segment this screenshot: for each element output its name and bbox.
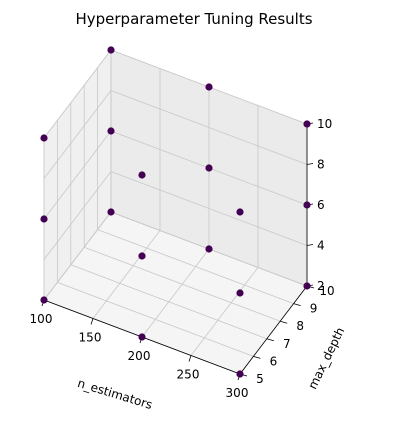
y-axis-label: max_depth <box>305 325 347 391</box>
x-tick-label: 300 <box>226 386 249 400</box>
grid-line-z-left <box>43 49 112 139</box>
grid-line-y-floor <box>97 229 294 304</box>
y-tick-mark <box>253 356 261 359</box>
x-tick-mark <box>90 318 94 325</box>
x-tick-label: 100 <box>30 312 53 326</box>
grid-line-z-left <box>43 211 112 301</box>
y-tick-label: 7 <box>283 337 291 351</box>
z-tick-label: 2 <box>317 279 325 293</box>
data-point <box>303 282 311 290</box>
x-tick-mark <box>188 355 192 362</box>
y-tick-mark <box>293 303 301 306</box>
chart-title: Hyperparameter Tuning Results <box>75 10 312 28</box>
y-tick-label: 10 <box>319 284 334 298</box>
y-tick-label: 9 <box>310 302 318 316</box>
z-tick-label: 4 <box>317 239 325 253</box>
grid-line-x-floor <box>92 230 161 319</box>
grid-line-z-left <box>43 171 112 260</box>
x-tick-label: 150 <box>79 331 102 345</box>
data-point <box>40 296 48 304</box>
grid-line-z-back <box>110 171 308 246</box>
data-point <box>40 134 48 142</box>
z-tick-mark <box>306 163 314 165</box>
x-axis-label: n_estimators <box>76 376 154 412</box>
y-tick-label: 5 <box>256 372 264 386</box>
y-tick-label: 8 <box>296 319 304 333</box>
z-ticks: 2 4 6 8 10 <box>306 117 332 293</box>
data-point <box>205 245 213 253</box>
data-point <box>107 127 115 135</box>
data-point <box>236 289 244 297</box>
axis-panes <box>43 48 308 375</box>
z-tick-label: 6 <box>317 198 325 212</box>
z-tick-label: 8 <box>317 158 325 172</box>
data-point <box>303 120 311 128</box>
z-tick-label: 10 <box>317 117 332 131</box>
data-point <box>107 208 115 216</box>
grid-line-y-floor <box>70 264 267 340</box>
data-point <box>40 215 48 223</box>
data-point <box>303 201 311 209</box>
data-point <box>236 208 244 216</box>
y-tick-label: 6 <box>270 354 278 368</box>
x-tick-label: 250 <box>177 368 200 382</box>
x-ticks: 100 150 200 250 300 <box>30 299 249 400</box>
x-tick-label: 200 <box>128 349 151 363</box>
grid-line-y-floor <box>84 246 281 322</box>
data-point <box>107 46 115 54</box>
grid-line-z-left <box>43 90 112 179</box>
data-point <box>138 333 146 341</box>
y-tick-mark <box>280 320 288 324</box>
y-tick-mark <box>266 338 274 342</box>
grid-line-z-left <box>43 130 112 220</box>
y-axis-line <box>239 285 308 375</box>
data-point <box>205 164 213 172</box>
grid-line-z-back <box>110 90 308 165</box>
data-point <box>138 171 146 179</box>
data-point <box>236 370 244 378</box>
grid-line-x-floor <box>141 248 210 338</box>
data-point <box>205 83 213 91</box>
grid-line-x-floor <box>190 267 259 356</box>
grid-line-y-floor <box>57 282 254 357</box>
data-point <box>138 252 146 260</box>
data-points <box>40 46 311 378</box>
z-tick-mark <box>306 244 314 246</box>
